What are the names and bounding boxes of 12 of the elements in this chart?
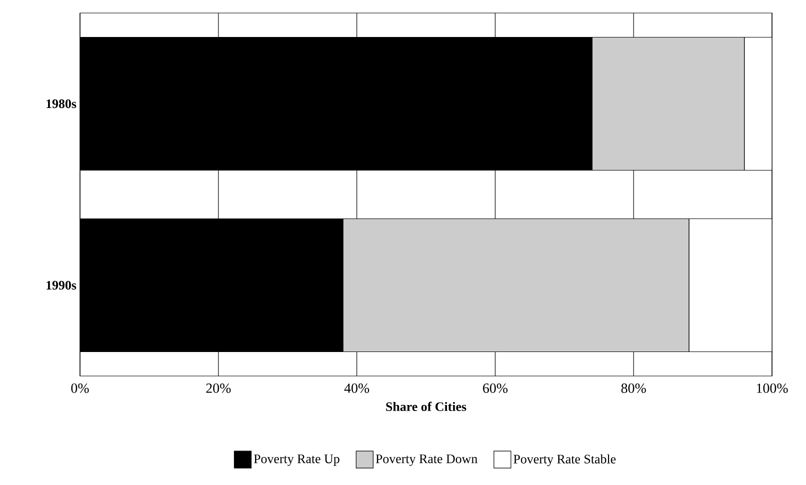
x-tick-label: 40%: [344, 384, 370, 393]
y-tick-label: 1990s: [46, 280, 76, 290]
legend-label: Poverty Rate Stable: [514, 454, 616, 466]
x-axis-title: Share of Cities: [386, 402, 466, 412]
legend-label: Poverty Rate Up: [254, 454, 340, 466]
x-tick-label: 80%: [621, 384, 646, 393]
x-tick-label: 0%: [71, 384, 89, 393]
x-tick-label: 100%: [756, 384, 788, 393]
x-tick-label: 60%: [483, 384, 508, 393]
x-tick-label: 20%: [206, 384, 231, 393]
y-tick-label: 1980s: [46, 99, 76, 108]
legend-label: Poverty Rate Down: [376, 454, 478, 466]
